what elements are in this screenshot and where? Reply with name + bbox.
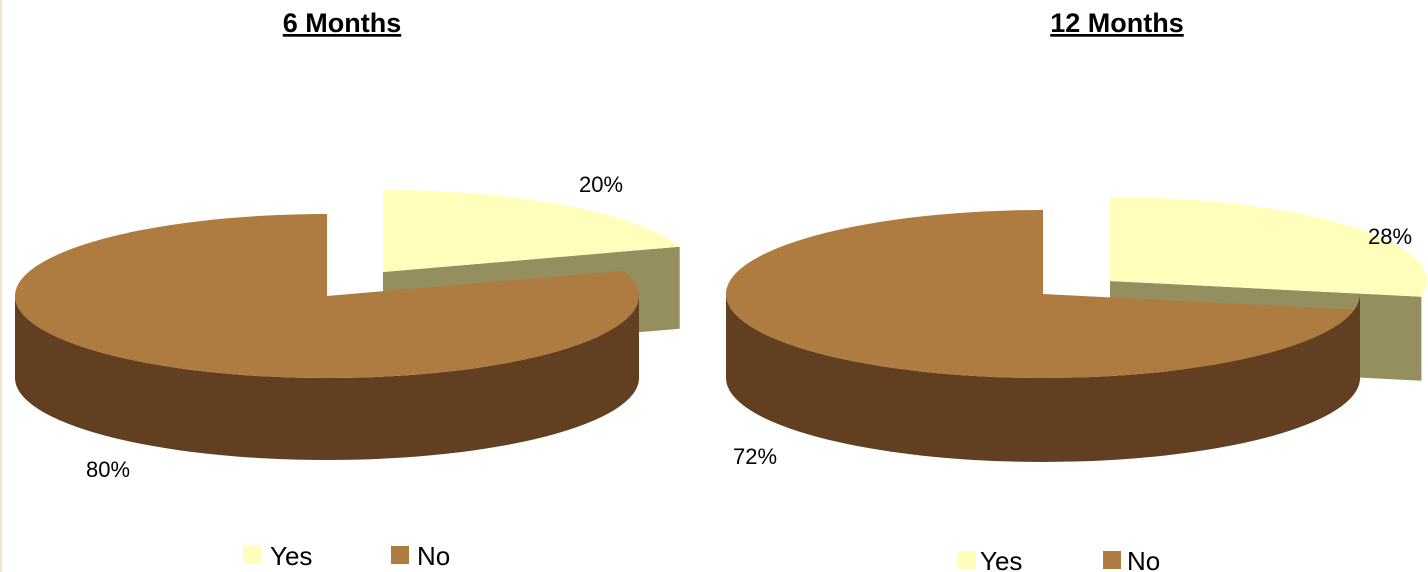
legend-swatch-no xyxy=(1103,551,1121,569)
pie-6-months xyxy=(14,190,680,460)
left-edge-line xyxy=(0,0,2,572)
data-label-no-6-months: 80% xyxy=(86,457,130,482)
chart-12-months: 12 Months 28% 72% Yes No xyxy=(725,8,1427,572)
chart-title-6-months: 6 Months xyxy=(283,8,402,38)
pie-slice-yes-top xyxy=(383,190,680,272)
pie-slice-no xyxy=(14,214,639,460)
legend-swatch-yes xyxy=(958,551,976,569)
legend-label-yes: Yes xyxy=(270,541,312,571)
pie-slice-yes-top xyxy=(1110,197,1427,297)
pie-slice-no-top xyxy=(14,214,639,378)
data-label-yes-6-months: 20% xyxy=(579,172,623,197)
pie-12-months xyxy=(725,197,1427,462)
pie-slice-no-top xyxy=(725,210,1355,379)
data-label-no-12-months: 72% xyxy=(733,444,777,469)
pie-slice-no xyxy=(725,210,1360,462)
legend-12-months: Yes No xyxy=(958,546,1160,572)
legend-label-no: No xyxy=(1127,546,1160,572)
data-label-yes-12-months: 28% xyxy=(1368,224,1412,249)
chart-title-12-months: 12 Months xyxy=(1050,8,1184,38)
legend-label-yes: Yes xyxy=(980,546,1022,572)
legend-6-months: Yes No xyxy=(243,541,450,571)
legend-swatch-yes xyxy=(243,546,261,564)
chart-6-months: 6 Months 20% 80% Yes No xyxy=(14,8,680,571)
pie-slice-no-side xyxy=(15,296,639,460)
legend-swatch-no xyxy=(391,546,409,564)
legend-label-no: No xyxy=(417,541,450,571)
